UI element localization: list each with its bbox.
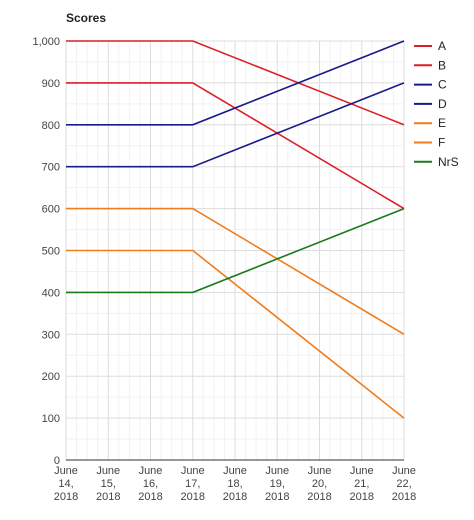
x-tick-label: June 22, 2018 xyxy=(392,465,416,503)
series-line-nrs xyxy=(66,207,405,294)
x-tick-label: June 19, 2018 xyxy=(265,465,289,503)
series-line-d xyxy=(66,82,405,168)
series-line-b xyxy=(66,82,405,210)
y-tick-label: 300 xyxy=(42,329,60,341)
y-tick-label: 500 xyxy=(42,246,60,258)
legend-label: A xyxy=(438,39,446,53)
x-tick-label: June 21, 2018 xyxy=(350,465,374,503)
x-tick-label: June 15, 2018 xyxy=(96,465,120,503)
legend-label: C xyxy=(438,78,447,92)
series-line-a xyxy=(66,40,405,126)
legend-label: D xyxy=(438,97,447,111)
y-axis-labels: 0 100 200 300 400 500 600 700 800 900 1,000 xyxy=(32,36,60,467)
x-tick-label: June 16, 2018 xyxy=(138,465,162,503)
legend-label: NrS xyxy=(438,155,459,169)
series-line-c xyxy=(66,40,405,126)
y-tick-label: 600 xyxy=(42,204,60,216)
y-tick-label: 100 xyxy=(42,413,60,425)
x-tick-label: June 20, 2018 xyxy=(307,465,331,503)
x-axis-labels: June 14, 2018 June 15, 2018 June 16, 2018 June 17,… xyxy=(54,465,416,503)
series-line-e xyxy=(66,207,405,335)
y-tick-label: 800 xyxy=(42,120,60,132)
chart-title: Scores xyxy=(66,11,106,25)
y-tick-label: 1,000 xyxy=(32,36,60,48)
series-line-f xyxy=(66,249,405,419)
x-tick-label: June 14, 2018 xyxy=(54,465,78,503)
x-tick-label: June 17, 2018 xyxy=(181,465,205,503)
legend-label: E xyxy=(438,116,446,130)
series-lines xyxy=(66,40,405,419)
y-tick-label: 200 xyxy=(42,371,60,383)
x-tick-label: June 18, 2018 xyxy=(223,465,247,503)
legend-label: F xyxy=(438,136,445,150)
y-tick-label: 0 xyxy=(54,455,60,467)
legend-label: B xyxy=(438,58,446,72)
y-tick-label: 900 xyxy=(42,78,60,90)
y-tick-label: 700 xyxy=(42,162,60,174)
y-tick-label: 400 xyxy=(42,287,60,299)
